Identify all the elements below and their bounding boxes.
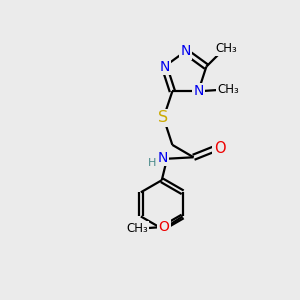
- Text: O: O: [159, 220, 170, 234]
- Text: N: N: [159, 60, 169, 74]
- Text: N: N: [180, 44, 190, 58]
- Text: H: H: [148, 158, 157, 168]
- Text: CH₃: CH₃: [218, 83, 239, 96]
- Text: CH₃: CH₃: [215, 42, 237, 55]
- Text: S: S: [158, 110, 169, 125]
- Text: N: N: [158, 151, 168, 165]
- Text: CH₃: CH₃: [126, 222, 148, 235]
- Text: O: O: [214, 141, 225, 156]
- Text: N: N: [193, 84, 203, 98]
